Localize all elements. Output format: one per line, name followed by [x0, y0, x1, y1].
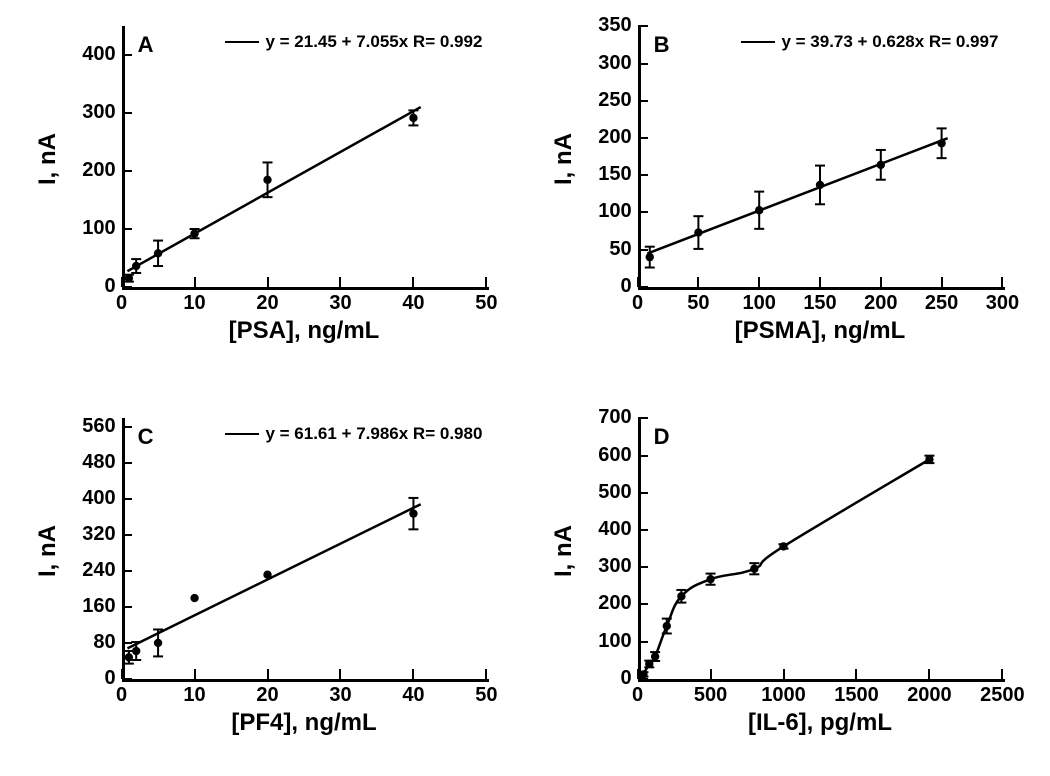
data-point — [646, 253, 654, 261]
plot-layer — [28, 6, 508, 378]
data-point — [125, 274, 133, 282]
fit-legend-line — [225, 433, 259, 436]
data-point — [409, 509, 417, 517]
fit-legend-line — [741, 41, 775, 44]
data-point — [677, 592, 685, 600]
data-point — [877, 161, 885, 169]
data-point — [190, 594, 198, 602]
regression-line — [127, 504, 420, 648]
panel-d: 0500100015002000250001002003004005006007… — [544, 398, 1024, 770]
data-point — [750, 565, 758, 573]
panel-a: 010203040500100200300400I, nA[PSA], ng/m… — [28, 6, 508, 378]
data-point — [663, 622, 671, 630]
data-point — [190, 229, 198, 237]
data-point — [937, 139, 945, 147]
plot-layer — [544, 398, 1024, 770]
data-point — [132, 262, 140, 270]
fit-legend-line — [225, 41, 259, 44]
plot-layer — [28, 398, 508, 770]
data-point — [706, 575, 714, 583]
panel-b: 050100150200250300050100150200250300350I… — [544, 6, 1024, 378]
data-point — [755, 206, 763, 214]
data-point — [132, 647, 140, 655]
data-point — [263, 571, 271, 579]
data-point — [651, 652, 659, 660]
panel-c: 01020304050080160240320400480560I, nA[PF… — [28, 398, 508, 770]
data-point — [925, 455, 933, 463]
data-point — [694, 228, 702, 236]
data-point — [409, 114, 417, 122]
plot-layer — [544, 6, 1024, 378]
data-point — [816, 181, 824, 189]
data-point — [639, 670, 647, 678]
data-point — [154, 639, 162, 647]
data-curve — [643, 459, 929, 674]
figure-root: 010203040500100200300400I, nA[PSA], ng/m… — [0, 0, 1050, 776]
data-point — [263, 176, 271, 184]
data-point — [154, 249, 162, 257]
regression-line — [647, 138, 947, 253]
data-point — [779, 542, 787, 550]
regression-line — [127, 107, 420, 271]
